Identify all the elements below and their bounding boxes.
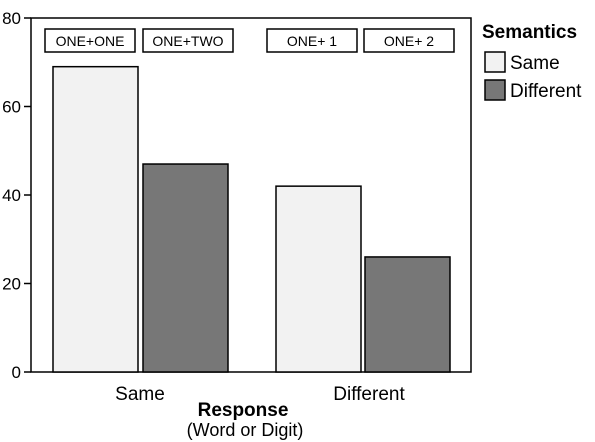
example-label-one-2: ONE+ 2 xyxy=(384,33,434,49)
example-label-one-one: ONE+ONE xyxy=(56,33,125,49)
y-tick-label-80: 80 xyxy=(2,9,21,28)
example-box-one-one xyxy=(44,28,136,53)
bar-same-response-different-semantics xyxy=(142,163,229,373)
y-tick-label-0: 0 xyxy=(12,363,21,382)
x-axis-subtitle: (Word or Digit) xyxy=(187,420,304,440)
bar-different-response-different-semantics xyxy=(364,256,451,373)
y-tick-label-20: 20 xyxy=(2,275,21,294)
x-axis-title: Response xyxy=(198,400,289,421)
y-axis: 0 20 40 60 80 xyxy=(2,9,31,382)
example-box-one-1 xyxy=(266,28,358,53)
legend-swatch-different xyxy=(484,79,506,101)
bar-same-response-same-semantics xyxy=(52,65,139,373)
example-box-one-2 xyxy=(363,28,455,53)
legend: Semantics Same Different xyxy=(482,22,582,102)
x-category-label-same: Same xyxy=(115,384,165,405)
example-label-one-1: ONE+ 1 xyxy=(287,33,337,49)
legend-title: Semantics xyxy=(482,22,577,43)
legend-label-different: Different xyxy=(510,81,582,102)
example-box-one-two xyxy=(142,28,234,53)
legend-swatch-same xyxy=(484,51,506,73)
bars xyxy=(52,65,451,373)
x-category-label-different: Different xyxy=(333,384,405,405)
legend-label-same: Same xyxy=(510,53,560,74)
y-tick-label-40: 40 xyxy=(2,186,21,205)
bar-example-labels: ONE+ONE ONE+TWO ONE+ 1 ONE+ 2 xyxy=(44,28,455,53)
example-label-one-two: ONE+TWO xyxy=(152,33,223,49)
y-tick-label-60: 60 xyxy=(2,98,21,117)
bar-different-response-same-semantics xyxy=(275,185,362,373)
